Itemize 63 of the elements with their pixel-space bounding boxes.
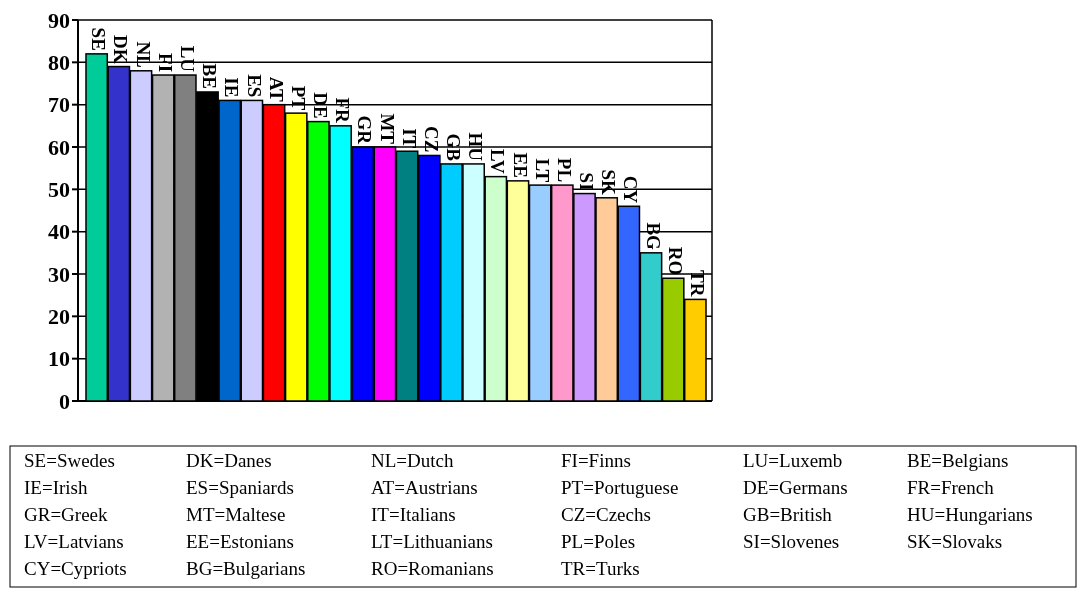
y-tick-label: 20 bbox=[48, 303, 70, 329]
y-tick-label: 30 bbox=[48, 261, 70, 287]
text: CY=Cypriots bbox=[24, 557, 127, 579]
text: MT=Maltese bbox=[186, 503, 286, 525]
x-tick-label: LV bbox=[487, 148, 509, 174]
text: GB=British bbox=[743, 503, 833, 525]
y-tick-label: 10 bbox=[48, 346, 70, 372]
text: NL=Dutch bbox=[371, 449, 454, 471]
x-tick-label: IE bbox=[221, 77, 243, 98]
x-tick-label: AT bbox=[265, 76, 287, 102]
text: DE=Germans bbox=[743, 476, 848, 498]
x-tick-label: EE bbox=[509, 152, 531, 178]
x-tick-label: MT bbox=[376, 113, 398, 145]
x-tick-label: ES bbox=[243, 74, 265, 98]
text: LU=Luxemb bbox=[743, 449, 843, 471]
x-tick-label: PL bbox=[553, 157, 575, 183]
text: IT=Italians bbox=[371, 503, 456, 525]
x-tick-label: HU bbox=[465, 132, 487, 162]
y-tick-label: 90 bbox=[48, 7, 70, 33]
text: LV=Latvians bbox=[24, 530, 124, 552]
y-tick-label: 0 bbox=[59, 388, 70, 414]
text: IE=Irish bbox=[24, 476, 88, 498]
y-tick-label: 70 bbox=[48, 92, 70, 118]
x-tick-label: RO bbox=[664, 246, 686, 276]
x-tick-label: NL bbox=[132, 41, 154, 68]
x-tick-label: DK bbox=[110, 35, 132, 64]
x-tick-label: DE bbox=[310, 92, 332, 119]
x-tick-label: LT bbox=[531, 158, 553, 183]
text: ES=Spaniards bbox=[186, 476, 294, 498]
text: FR=French bbox=[907, 476, 995, 498]
text: EE=Estonians bbox=[186, 530, 294, 552]
text: BE=Belgians bbox=[907, 449, 1009, 471]
text: BG=Bulgarians bbox=[186, 557, 306, 579]
x-tick-label: IT bbox=[398, 128, 420, 149]
y-tick-label: 50 bbox=[48, 176, 70, 202]
x-tick-label: BE bbox=[199, 63, 221, 89]
text: SI=Slovenes bbox=[743, 530, 840, 552]
text: TR=Turks bbox=[561, 557, 640, 579]
text: SK=Slovaks bbox=[907, 530, 1003, 552]
x-tick-label: CY bbox=[620, 175, 642, 204]
x-tick-label: TR bbox=[687, 269, 708, 297]
text: HU=Hungarians bbox=[907, 503, 1033, 525]
x-tick-label: CZ bbox=[420, 126, 442, 153]
text: RO=Romanians bbox=[371, 557, 494, 579]
y-tick-label: 40 bbox=[48, 219, 70, 245]
x-tick-label: GR bbox=[354, 115, 376, 145]
y-tick-label: 60 bbox=[48, 134, 70, 160]
text: FI=Finns bbox=[561, 449, 631, 471]
x-tick-label: FR bbox=[332, 97, 354, 124]
text: LT=Lithuanians bbox=[371, 530, 493, 552]
y-tick-label: 80 bbox=[48, 49, 70, 75]
text: PL=Poles bbox=[561, 530, 636, 552]
x-tick-label: SK bbox=[598, 169, 620, 196]
text: SE=Swedes bbox=[24, 449, 115, 471]
text: AT=Austrians bbox=[371, 476, 478, 498]
x-tick-label: FI bbox=[154, 53, 176, 73]
x-tick-label: GB bbox=[443, 133, 465, 162]
text: DK=Danes bbox=[186, 449, 272, 471]
text: PT=Portuguese bbox=[561, 476, 679, 498]
text: GR=Greek bbox=[24, 503, 109, 525]
text: CZ=Czechs bbox=[561, 503, 651, 525]
x-tick-label: SI bbox=[576, 172, 598, 191]
x-tick-label: SE bbox=[88, 27, 110, 51]
